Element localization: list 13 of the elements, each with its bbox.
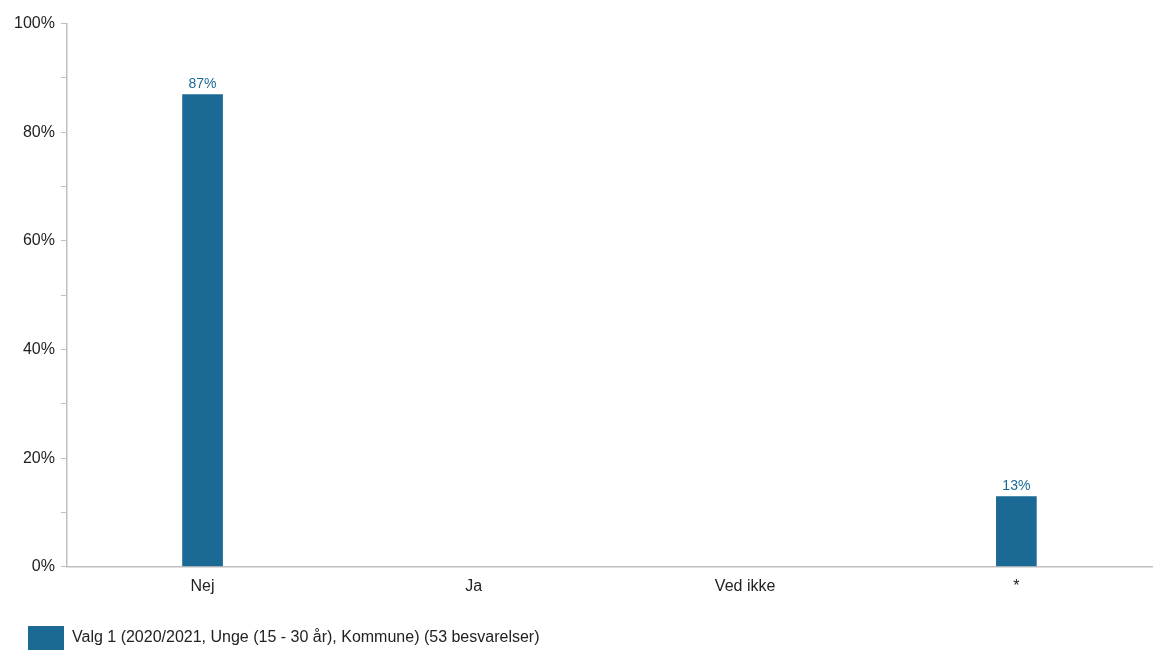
y-tick-label: 0% [31, 557, 55, 575]
legend-label: Valg 1 (2020/2021, Unge (15 - 30 år), Kommune) (53 besvarelser) [72, 628, 540, 646]
text: 87% [188, 75, 217, 92]
x-tick-label: Ja [465, 576, 483, 594]
y-tick-label: 100% [14, 14, 55, 32]
y-tick-label: 40% [22, 339, 55, 357]
y-tick-label: 80% [22, 122, 55, 140]
x-tick-label: Nej [190, 576, 215, 594]
x-tick-label: Ved ikke [714, 576, 776, 594]
y-tick-label: 60% [22, 231, 55, 249]
y-tick-label: 20% [22, 448, 55, 466]
text: 13% [1002, 477, 1031, 494]
x-tick-label: * [1013, 576, 1020, 594]
